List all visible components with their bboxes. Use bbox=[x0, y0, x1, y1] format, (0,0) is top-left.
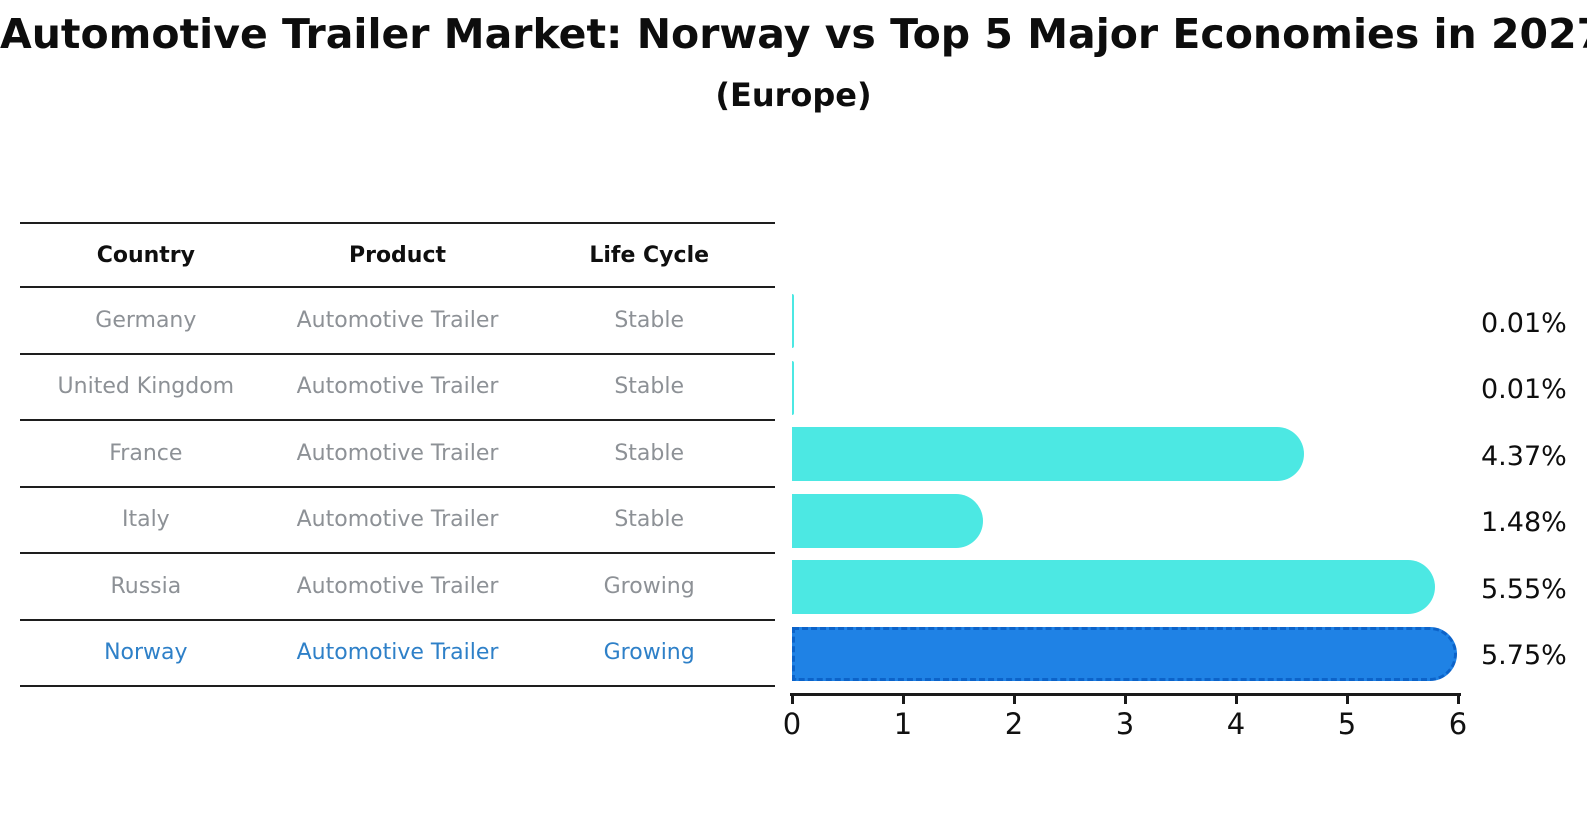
table-row-russia: Russia Automotive Trailer Growing bbox=[20, 554, 775, 621]
x-axis-tick-label: 0 bbox=[782, 707, 802, 741]
x-axis-tick bbox=[1013, 695, 1016, 704]
x-axis-tick bbox=[1457, 695, 1460, 704]
table-cell-life-cycle: Stable bbox=[614, 507, 685, 533]
country-table: Country Product Life Cycle Germany Automo… bbox=[20, 222, 775, 687]
bar-norway bbox=[792, 626, 1458, 681]
table-row-germany: Germany Automotive Trailer Stable bbox=[20, 288, 775, 355]
table-cell-life-cycle: Growing bbox=[603, 573, 695, 599]
x-axis-line bbox=[790, 693, 1461, 696]
table-row-france: France Automotive Trailer Stable bbox=[20, 421, 775, 488]
table-cell-country: Russia bbox=[110, 573, 182, 599]
table-header-life-cycle: Life Cycle bbox=[589, 242, 710, 268]
table-row-united-kingdom: United Kingdom Automotive Trailer Stable bbox=[20, 355, 775, 421]
table-header-product: Product bbox=[348, 242, 447, 268]
table-header-row: Country Product Life Cycle bbox=[20, 222, 775, 288]
value-label-france: 4.37% bbox=[1481, 440, 1567, 472]
value-label-united-kingdom: 0.01% bbox=[1481, 374, 1567, 406]
table-cell-product: Automotive Trailer bbox=[296, 640, 499, 666]
table-cell-country: Germany bbox=[95, 307, 197, 333]
table-body: Germany Automotive Trailer Stable United Ki… bbox=[20, 288, 775, 687]
x-axis-tick-label: 2 bbox=[1004, 707, 1024, 741]
table-cell-life-cycle: Growing bbox=[603, 640, 695, 666]
bar-italy bbox=[792, 493, 984, 548]
bar-france bbox=[792, 427, 1305, 482]
table-cell-country: Norway bbox=[104, 640, 188, 666]
table-header-country: Country bbox=[96, 242, 195, 268]
bar-united-kingdom bbox=[792, 360, 794, 415]
x-axis-tick bbox=[1124, 695, 1127, 704]
value-label-russia: 5.55% bbox=[1481, 573, 1567, 605]
x-axis-tick-label: 1 bbox=[893, 707, 913, 741]
table-cell-product: Automotive Trailer bbox=[296, 573, 499, 599]
table-row-italy: Italy Automotive Trailer Stable bbox=[20, 488, 775, 554]
table-cell-country: United Kingdom bbox=[57, 374, 235, 400]
x-axis-tick bbox=[902, 695, 905, 704]
chart-subtitle: (Europe) bbox=[715, 76, 872, 114]
x-axis-tick-label: 6 bbox=[1448, 707, 1468, 741]
table-cell-product: Automotive Trailer bbox=[296, 507, 499, 533]
x-axis-tick-label: 4 bbox=[1226, 707, 1246, 741]
x-axis-tick bbox=[1346, 695, 1349, 704]
table-cell-product: Automotive Trailer bbox=[296, 374, 499, 400]
table-cell-country: France bbox=[109, 440, 183, 466]
chart-title: Automotive Trailer Market: Norway vs Top… bbox=[0, 10, 1587, 58]
table-row-norway: Norway Automotive Trailer Growing bbox=[20, 621, 775, 687]
bar-germany bbox=[792, 294, 794, 349]
x-axis-tick-label: 3 bbox=[1115, 707, 1135, 741]
value-label-germany: 0.01% bbox=[1481, 307, 1567, 339]
table-cell-product: Automotive Trailer bbox=[296, 440, 499, 466]
value-label-norway: 5.75% bbox=[1481, 640, 1567, 672]
bar-russia bbox=[792, 560, 1436, 615]
x-axis-tick bbox=[791, 695, 794, 704]
table-cell-product: Automotive Trailer bbox=[296, 307, 499, 333]
table-cell-life-cycle: Stable bbox=[614, 440, 685, 466]
table-cell-life-cycle: Stable bbox=[614, 374, 685, 400]
table-cell-country: Italy bbox=[121, 507, 170, 533]
x-axis-tick-label: 5 bbox=[1337, 707, 1357, 741]
table-cell-life-cycle: Stable bbox=[614, 307, 685, 333]
x-axis-tick bbox=[1235, 695, 1238, 704]
value-label-italy: 1.48% bbox=[1481, 507, 1567, 539]
